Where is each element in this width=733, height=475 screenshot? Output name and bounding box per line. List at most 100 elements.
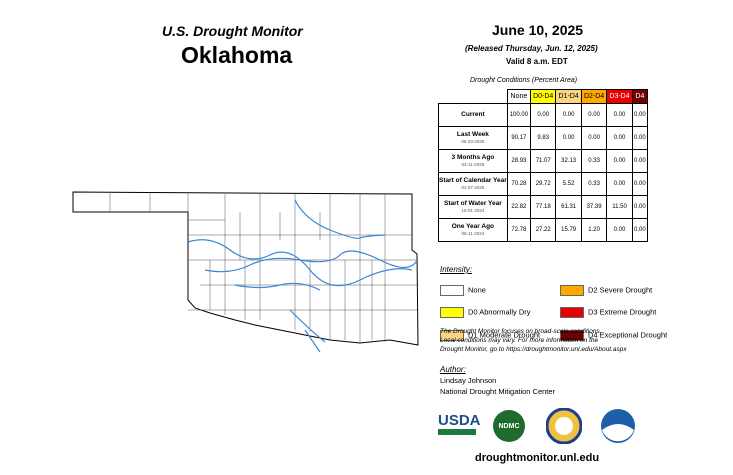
doi-logo [546, 408, 582, 444]
row-label: Last Week 06-03-2025 [438, 126, 508, 150]
usda-logo: USDA [438, 412, 481, 435]
corner [439, 90, 508, 104]
legend-label: D3 Extreme Drought [588, 307, 657, 317]
row-date: 01-07-2025 [461, 185, 485, 191]
legend-title: Intensity: [440, 265, 473, 274]
row-label: Start of Calendar Year 01-07-2025 [438, 172, 508, 196]
legend-label: D2 Severe Drought [588, 285, 653, 294]
legend-label: D0 Abnormally Dry [468, 307, 531, 317]
noaa-logo [601, 409, 635, 443]
swatch [560, 284, 584, 296]
cell: 0.33 [580, 172, 608, 196]
cell: 0.00 [606, 149, 633, 173]
date: June 10, 2025 [492, 22, 584, 38]
cell: 90.17 [506, 126, 531, 150]
cell: 0.00 [606, 172, 633, 196]
cell: 0.00 [555, 103, 582, 127]
row-label: One Year Ago 06-11-2024 [438, 218, 508, 242]
cell: 0.00 [580, 126, 608, 150]
cell: 1.20 [580, 218, 608, 242]
cell: 0.00 [529, 103, 557, 127]
swatch [440, 307, 464, 319]
cell: 0.00 [631, 195, 649, 219]
released: (Released Thursday, Jun. 12, 2025) [465, 44, 598, 53]
column-header: D4 [631, 89, 649, 104]
state: Oklahoma [181, 42, 293, 68]
author-title: Author: [440, 365, 466, 374]
cell: 77.18 [529, 195, 557, 219]
cell: 0.00 [606, 218, 633, 242]
legend-label: D1 Moderate Drought [468, 330, 541, 340]
author-name: Lindsay Johnson [440, 376, 497, 385]
row-label: Current [438, 103, 508, 127]
title: U.S. Drought Monitor [162, 23, 303, 39]
column-header: D1-D4 [555, 89, 582, 104]
cell: 0.00 [555, 126, 582, 150]
legend-item: D0 Abnormally Dry [440, 307, 560, 319]
cell: 0.00 [631, 126, 649, 150]
cell: 11.50 [606, 195, 633, 219]
cell: 32.13 [555, 149, 582, 173]
row-title: Current [461, 111, 485, 119]
row-title: Start of Calendar Year [439, 177, 507, 185]
cell: 0.33 [580, 149, 608, 173]
cell: 29.72 [529, 172, 557, 196]
cell: 22.82 [506, 195, 531, 219]
cell: 27.22 [529, 218, 557, 242]
row-title: Start of Water Year [443, 200, 502, 208]
map [72, 191, 419, 353]
legend-item: D2 Severe Drought [560, 284, 670, 296]
table-row: Start of Water Year 10-01-2024 22.82 77.18 6… [438, 195, 649, 219]
row-date: 10-01-2024 [461, 208, 485, 214]
valid: Valid 8 a.m. EDT [506, 57, 568, 66]
row-title: 3 Months Ago [451, 154, 495, 162]
cell: 61.31 [555, 195, 582, 219]
table-row: Last Week 06-03-2025 90.17 9.83 0.00 0.00 0.00… [438, 126, 649, 150]
cell: 0.00 [606, 126, 633, 150]
table-caption: Drought Conditions (Percent Area) [470, 77, 578, 84]
legend-item: None [440, 284, 560, 296]
legend-label: None [468, 285, 486, 294]
swatch [440, 284, 464, 296]
legend-label: D4 Exceptional Drought [588, 330, 668, 340]
cell: 70.28 [506, 172, 531, 196]
cell: 15.79 [555, 218, 582, 242]
cell: 71.07 [529, 149, 557, 173]
cell: 0.00 [631, 149, 649, 173]
table-row: Current 100.00 0.00 0.00 0.00 0.00 0.00 [438, 103, 649, 127]
rivers [187, 199, 418, 353]
row-title: One Year Ago [451, 223, 495, 231]
legend-item: D4 Exceptional Drought [560, 329, 670, 341]
note: The Drought Monitor focuses on broad-sca… [440, 327, 627, 354]
swatch [560, 329, 584, 341]
ndmc-logo: NDMC [493, 410, 525, 442]
cell: 0.00 [631, 172, 649, 196]
row-label: 3 Months Ago 03-11-2025 [438, 149, 508, 173]
row-date: 03-11-2025 [461, 162, 485, 168]
county-lines [109, 192, 417, 343]
row-date: 06-03-2025 [461, 139, 485, 145]
swatch [440, 329, 464, 341]
cell: 100.00 [506, 103, 531, 127]
author-org: National Drought Mitigation Center [440, 387, 556, 396]
stats-table: None D0-D4 D1-D4 D2-D4 D3-D4 D4 Current 100.00 0… [438, 89, 649, 242]
table-row: 3 Months Ago 03-11-2025 28.93 71.07 32.13 0.3… [438, 149, 649, 173]
row-date: 06-11-2024 [461, 231, 485, 237]
column-header: D2-D4 [580, 89, 608, 104]
note-line: Local conditions may vary. For more info… [440, 337, 599, 344]
legend: None D2 Severe Drought D0 Abnormally Dry D3… [440, 279, 670, 347]
row-label: Start of Water Year 10-01-2024 [438, 195, 508, 219]
note-line: Drought Monitor, go to https://droughtmo… [440, 346, 627, 353]
footer: droughtmonitor.unl.edu [475, 452, 600, 464]
cell: 0.00 [580, 103, 608, 127]
column-header: D0-D4 [529, 89, 557, 104]
cell: 0.00 [606, 103, 633, 127]
cell: 0.00 [631, 103, 649, 127]
legend-item: D1 Moderate Drought [440, 329, 560, 341]
legend-item: D3 Extreme Drought [560, 307, 670, 319]
column-header: D3-D4 [606, 89, 633, 104]
note-line: The Drought Monitor focuses on broad-sca… [440, 328, 602, 335]
state-outline [72, 191, 419, 346]
cell: 28.93 [506, 149, 531, 173]
